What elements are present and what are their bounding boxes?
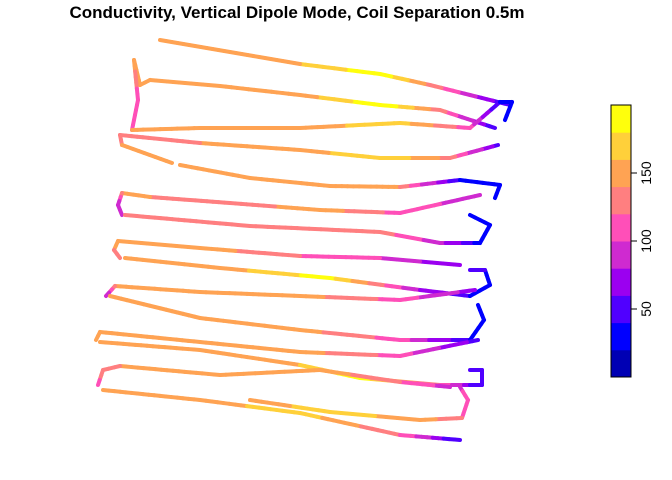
track-segment (94, 334, 100, 342)
track-segment (96, 378, 102, 387)
legend-swatch (611, 213, 631, 242)
legend-swatch (611, 186, 631, 215)
legend-swatch (611, 268, 631, 296)
survey-track-line (123, 213, 492, 245)
track-segment (115, 252, 122, 260)
legend-tick-label: 100 (638, 229, 654, 253)
legend-tick-label: 50 (638, 301, 654, 317)
survey-track-line (130, 100, 514, 132)
survey-track-line (118, 133, 500, 165)
legend-swatch (611, 349, 631, 378)
track-segment (476, 303, 482, 312)
survey-track-line (104, 284, 477, 302)
survey-track-line (112, 239, 462, 267)
legend-swatch (611, 322, 631, 351)
survey-tracks (94, 38, 514, 442)
legend-swatch (611, 295, 631, 324)
survey-track-line (248, 385, 470, 422)
legend-swatch (611, 132, 631, 160)
track-segment (118, 208, 124, 217)
track-segment (493, 191, 499, 200)
plot-title: Conductivity, Vertical Dipole Mode, Coil… (69, 3, 525, 22)
survey-track-line (96, 364, 452, 389)
track-segment (158, 38, 168, 43)
survey-track-line (130, 58, 142, 132)
color-legend: 50 100 150 (610, 104, 654, 378)
survey-track-line (98, 340, 484, 387)
survey-track-line (101, 388, 462, 442)
legend-swatch (611, 105, 631, 133)
survey-track-line (108, 294, 486, 342)
survey-track-line (94, 330, 480, 358)
survey-track-line (178, 163, 502, 200)
legend-swatch (611, 241, 631, 269)
legend-swatches (611, 105, 631, 378)
track-segment (503, 113, 509, 122)
survey-track-line (116, 191, 482, 217)
track-segment (104, 290, 111, 298)
legend-ticks: 50 100 150 (631, 161, 654, 317)
track-segment (468, 213, 477, 220)
track-segment (164, 159, 174, 165)
survey-track-line (158, 38, 512, 107)
track-segment (248, 398, 258, 403)
legend-tick-label: 150 (638, 161, 654, 185)
legend-swatch (611, 159, 631, 188)
survey-track-line (138, 78, 497, 130)
